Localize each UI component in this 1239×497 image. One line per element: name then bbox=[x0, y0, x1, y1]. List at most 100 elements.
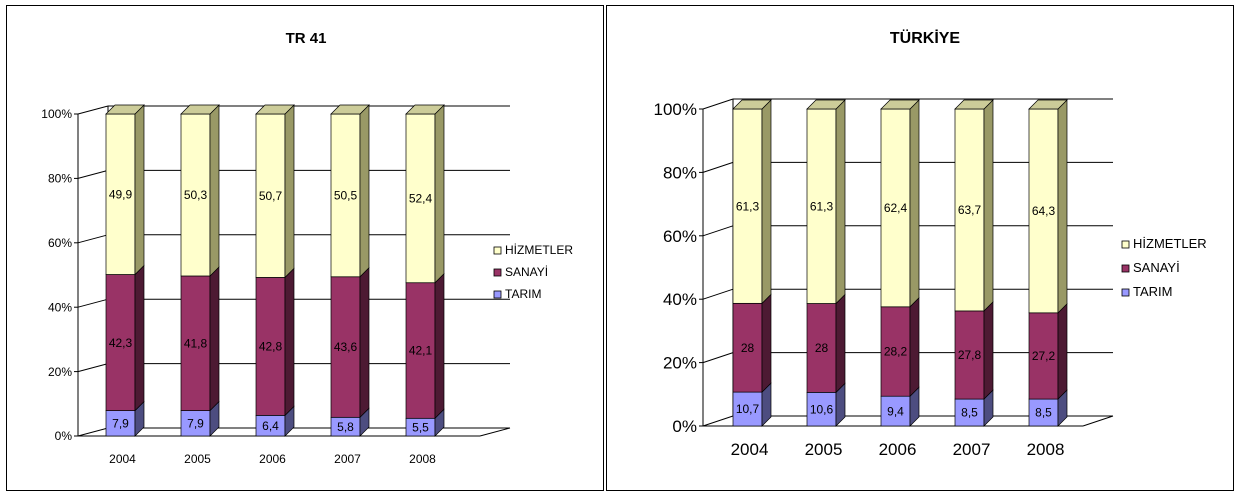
legend-swatch bbox=[493, 246, 502, 255]
bar-side-sanayi̇ bbox=[1057, 302, 1068, 400]
data-label: 50,5 bbox=[334, 189, 358, 203]
gridline-diagonal bbox=[77, 427, 109, 437]
bar-top bbox=[330, 104, 370, 115]
legend-label: TARIM bbox=[505, 287, 541, 301]
data-label: 28 bbox=[815, 341, 829, 355]
data-label: 42,3 bbox=[109, 336, 133, 350]
bar-segment-hi̇zmetler bbox=[180, 113, 211, 277]
bar-segment-tarim bbox=[180, 410, 211, 437]
y-tick-label: 0% bbox=[55, 429, 73, 443]
bar-top bbox=[105, 104, 145, 115]
y-tick-label: 80% bbox=[663, 163, 697, 182]
bar-top bbox=[1028, 99, 1068, 110]
data-label: 27,8 bbox=[958, 348, 982, 362]
chart-title: TR 41 bbox=[286, 30, 327, 47]
bar-side-hi̇zmetler bbox=[983, 99, 994, 312]
x-tick-label: 2006 bbox=[879, 440, 917, 459]
data-label: 52,4 bbox=[409, 192, 433, 206]
bar-segment-sanayi̇ bbox=[105, 274, 136, 411]
bar-top bbox=[806, 99, 846, 110]
bar-top bbox=[880, 99, 920, 110]
bar-side-hi̇zmetler bbox=[909, 99, 920, 308]
legend-label: SANAYİ bbox=[505, 265, 548, 279]
x-tick-label: 2008 bbox=[1027, 440, 1065, 459]
data-label: 8,5 bbox=[1035, 406, 1052, 420]
bar-side-sanayi̇ bbox=[835, 293, 846, 394]
x-tick-label: 2005 bbox=[184, 452, 211, 466]
data-label: 8,5 bbox=[961, 406, 978, 420]
gridline-diagonal bbox=[702, 161, 734, 173]
x-tick-label: 2004 bbox=[109, 452, 136, 466]
bar-side-hi̇zmetler bbox=[134, 104, 145, 276]
bar-side-hi̇zmetler bbox=[835, 99, 846, 305]
bar-side-hi̇zmetler bbox=[434, 104, 445, 284]
legend-label: HİZMETLER bbox=[1133, 236, 1207, 251]
bar-segment-hi̇zmetler bbox=[405, 113, 436, 284]
y-tick-label: 20% bbox=[48, 365, 72, 379]
bar-side-sanayi̇ bbox=[209, 266, 220, 412]
bar-side-sanayi̇ bbox=[359, 266, 370, 419]
bar-top bbox=[180, 104, 220, 115]
bar-side-sanayi̇ bbox=[983, 301, 994, 400]
bar-segment-tarim bbox=[1028, 398, 1059, 427]
bar-segment-sanayi̇ bbox=[732, 302, 763, 393]
data-label: 41,8 bbox=[184, 336, 208, 350]
legend-label: SANAYİ bbox=[1133, 260, 1180, 275]
data-label: 49,9 bbox=[109, 187, 133, 201]
bar-side-hi̇zmetler bbox=[1057, 99, 1068, 314]
bar-segment-hi̇zmetler bbox=[880, 108, 911, 308]
gridline-diagonal bbox=[702, 288, 734, 300]
floor-edge bbox=[479, 427, 511, 437]
y-tick-label: 40% bbox=[48, 300, 72, 314]
legend-swatch bbox=[1121, 240, 1130, 249]
bar-top bbox=[405, 104, 445, 115]
legend-swatch bbox=[1121, 264, 1130, 273]
bar-side-sanayi̇ bbox=[909, 296, 920, 398]
gridline-diagonal bbox=[702, 225, 734, 237]
data-label: 42,8 bbox=[259, 340, 283, 354]
bar-side-sanayi̇ bbox=[134, 264, 145, 412]
chart-panel-turkiye: TÜRKİYE 0% 20% 40% 60% 80% 100% 10,7 28 61,3 2004 1… bbox=[606, 5, 1234, 491]
data-label: 61,3 bbox=[736, 199, 760, 213]
data-label: 6,4 bbox=[262, 419, 279, 433]
data-label: 10,6 bbox=[810, 402, 834, 416]
bar-segment-tarim bbox=[732, 391, 763, 427]
data-label: 62,4 bbox=[884, 201, 908, 215]
gridline-diagonal bbox=[702, 352, 734, 364]
y-tick-label: 40% bbox=[663, 290, 697, 309]
legend-swatch bbox=[1121, 288, 1130, 297]
y-tick-label: 0% bbox=[672, 417, 697, 436]
data-label: 28 bbox=[741, 341, 755, 355]
x-tick-label: 2008 bbox=[409, 452, 436, 466]
gridline-diagonal bbox=[77, 105, 109, 115]
bar-segment-sanayi̇ bbox=[954, 310, 985, 400]
legend-label: HİZMETLER bbox=[505, 243, 573, 257]
gridline-diagonal bbox=[77, 298, 109, 308]
y-tick-label: 100% bbox=[41, 107, 72, 121]
data-label: 10,7 bbox=[736, 402, 760, 416]
legend-label: TARIM bbox=[1133, 284, 1172, 299]
bar-segment-sanayi̇ bbox=[1028, 312, 1059, 400]
data-label: 5,5 bbox=[412, 420, 429, 434]
bar-segment-hi̇zmetler bbox=[105, 113, 136, 275]
data-label: 27,2 bbox=[1032, 349, 1056, 363]
x-tick-label: 2004 bbox=[731, 440, 769, 459]
x-tick-label: 2005 bbox=[805, 440, 843, 459]
gridline-diagonal bbox=[702, 415, 734, 427]
legend-swatch bbox=[493, 268, 502, 277]
bar-segment-hi̇zmetler bbox=[330, 113, 361, 278]
y-tick-label: 60% bbox=[48, 236, 72, 250]
bar-segment-tarim bbox=[806, 392, 837, 427]
data-label: 9,4 bbox=[887, 404, 904, 418]
bar-segment-sanayi̇ bbox=[255, 277, 286, 416]
bar-side-sanayi̇ bbox=[761, 293, 772, 393]
y-tick-label: 100% bbox=[654, 100, 697, 119]
chart-title: TÜRKİYE bbox=[890, 28, 961, 47]
data-label: 43,6 bbox=[334, 340, 358, 354]
data-label: 50,7 bbox=[259, 189, 283, 203]
y-tick-label: 60% bbox=[663, 227, 697, 246]
data-label: 7,9 bbox=[112, 416, 129, 430]
bar-top bbox=[255, 104, 295, 115]
data-label: 42,1 bbox=[409, 344, 433, 358]
bar-segment-hi̇zmetler bbox=[806, 108, 837, 304]
